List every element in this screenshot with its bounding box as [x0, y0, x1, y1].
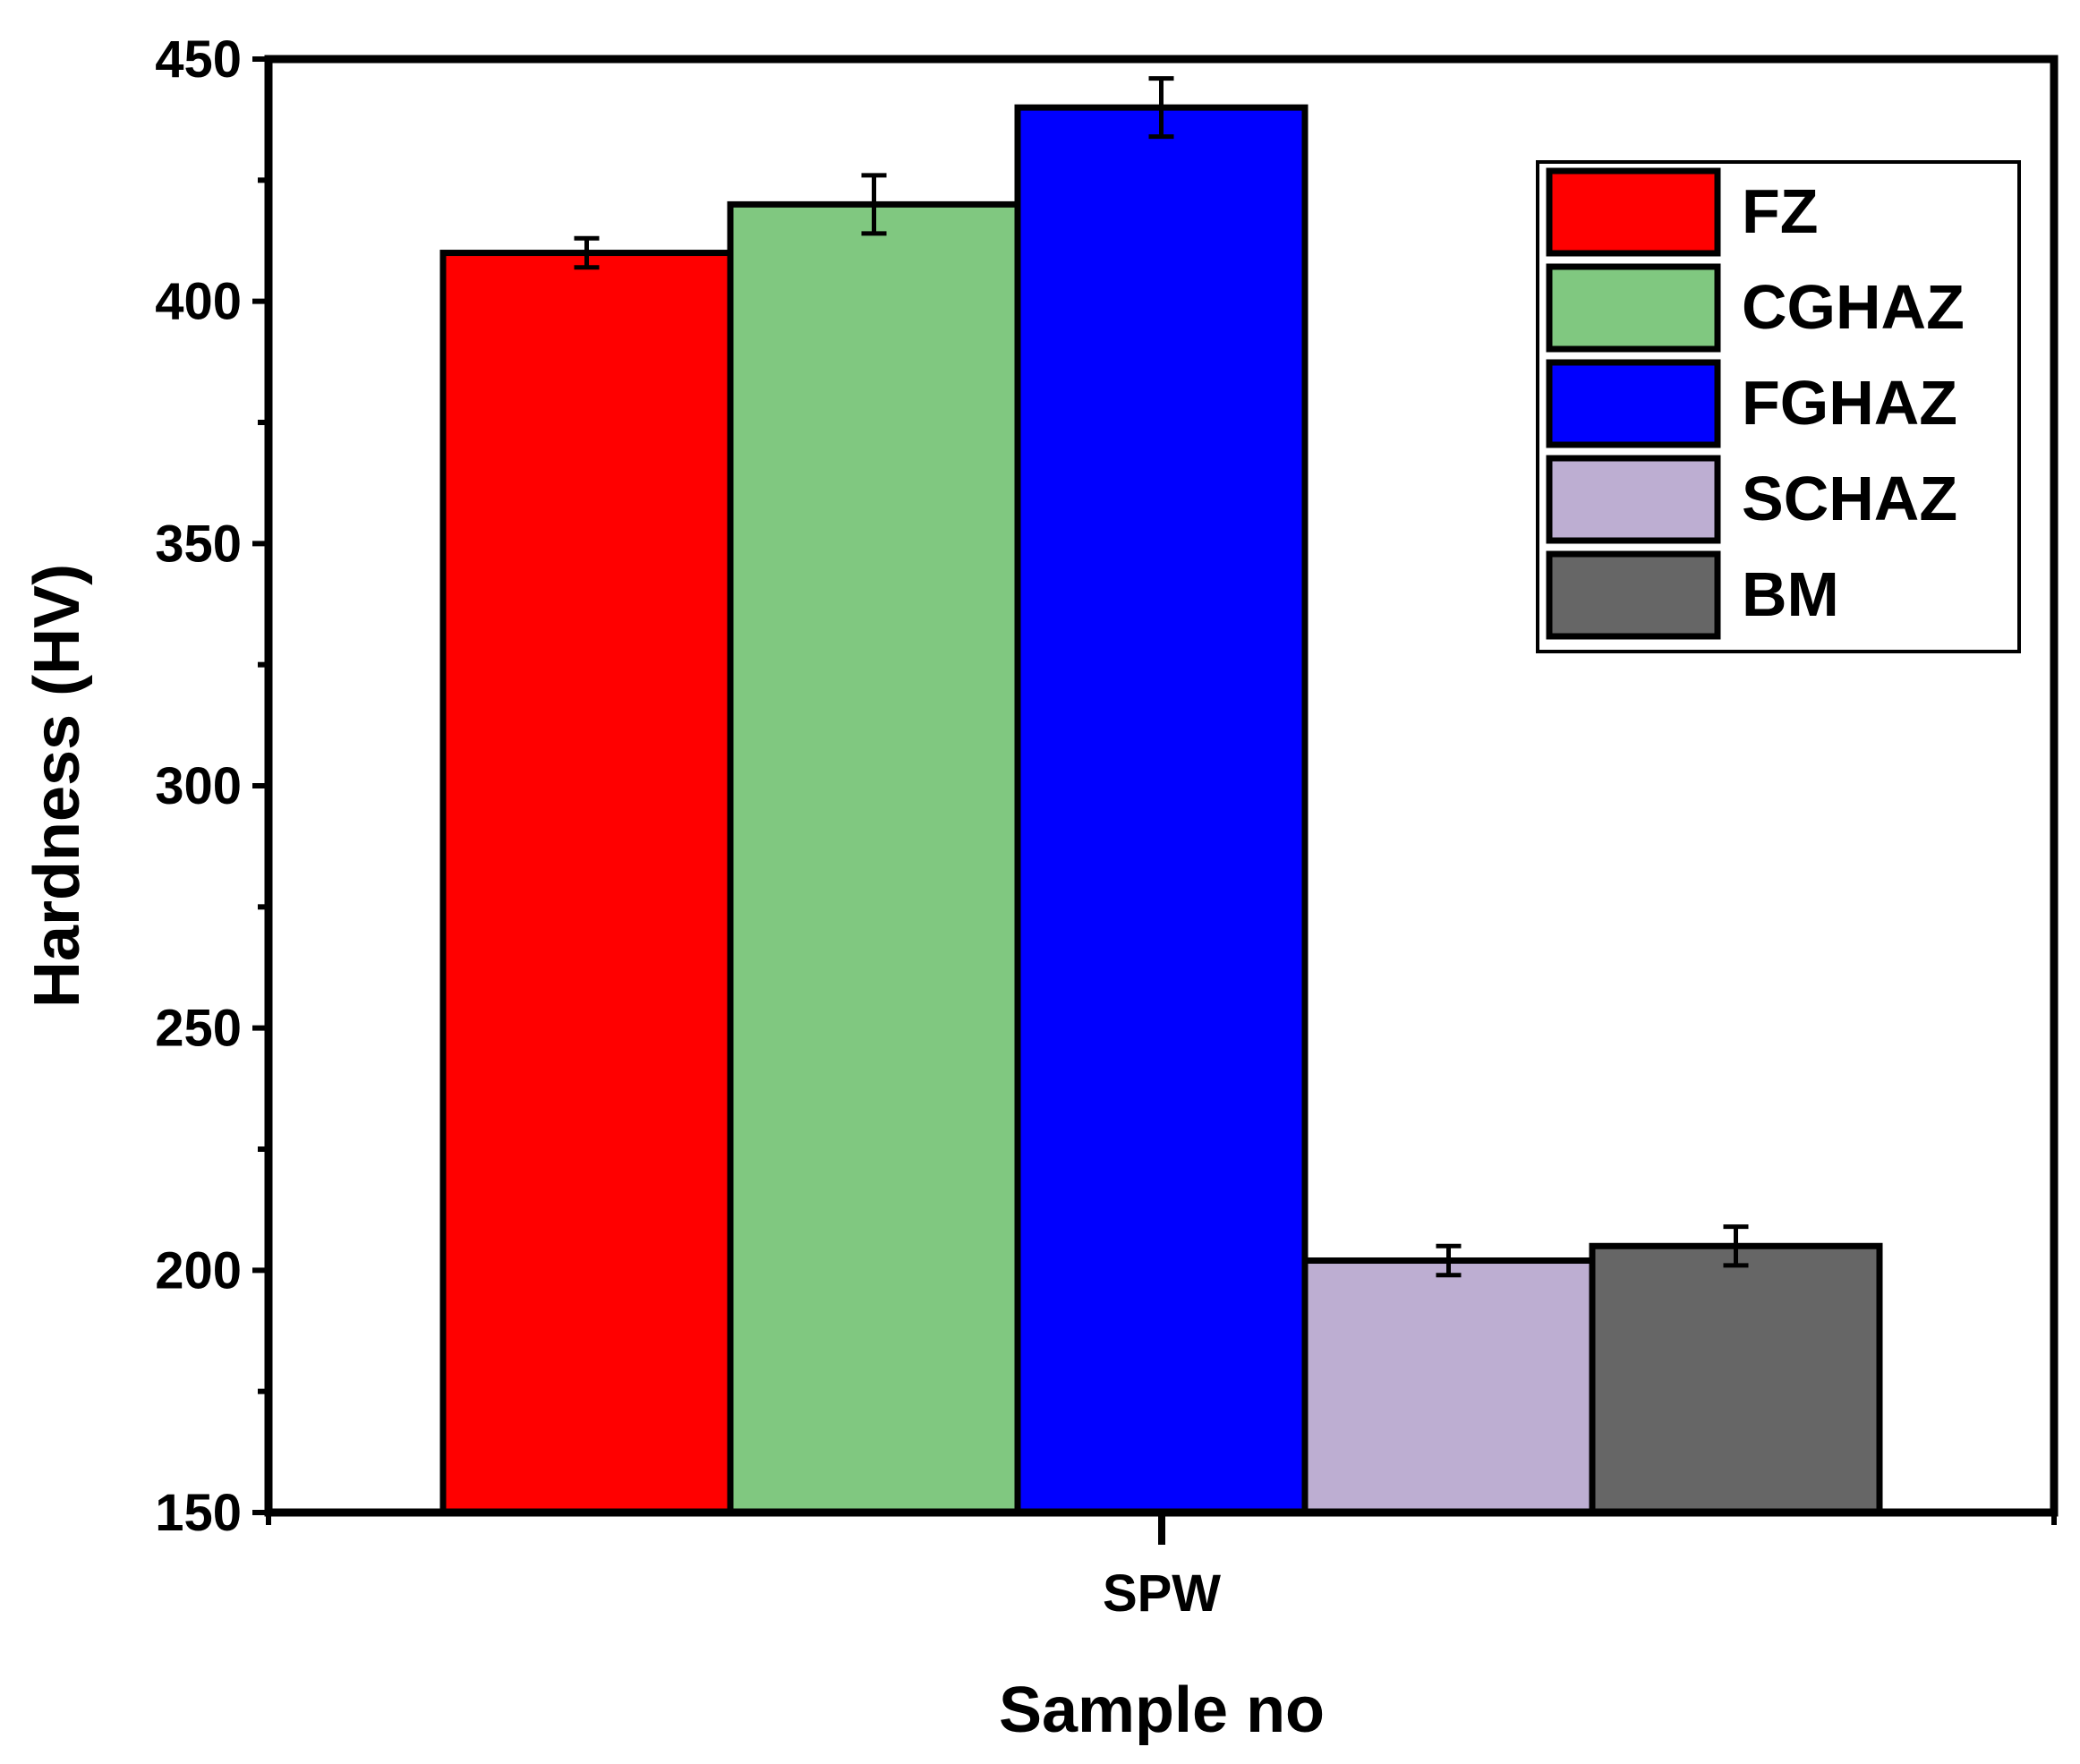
y-tick-label-250: 250 — [155, 1000, 242, 1058]
x-axis-title: Sample no — [999, 1675, 1325, 1746]
legend-label-fghaz: FGHAZ — [1742, 368, 1957, 438]
legend-swatch-schaz — [1546, 455, 1721, 544]
legend-label-fz: FZ — [1742, 176, 1819, 246]
bar-cghaz — [727, 200, 1021, 1516]
y-tick-label-350: 350 — [155, 515, 242, 573]
y-tick-label-300: 300 — [155, 757, 242, 815]
y-tick-label-150: 150 — [155, 1484, 242, 1542]
legend-swatch-bm — [1546, 550, 1721, 640]
x-tick-label-spw: SPW — [1103, 1564, 1221, 1623]
bar-bm — [1589, 1242, 1883, 1516]
legend-label-cghaz: CGHAZ — [1742, 272, 1965, 342]
legend-swatch-cghaz — [1546, 263, 1721, 353]
y-axis-title: Hardness (HV) — [21, 564, 93, 1008]
y-tick-label-400: 400 — [155, 273, 242, 331]
bar-fghaz — [1014, 104, 1309, 1516]
legend-swatch-fghaz — [1546, 359, 1721, 448]
legend-label-bm: BM — [1742, 559, 1839, 629]
y-tick-label-200: 200 — [155, 1241, 242, 1300]
bar-fz — [439, 250, 734, 1516]
y-tick-label-450: 450 — [155, 30, 242, 89]
legend-label-schaz: SCHAZ — [1742, 464, 1957, 533]
legend-swatch-fz — [1546, 167, 1721, 257]
bar-schaz — [1301, 1257, 1596, 1516]
